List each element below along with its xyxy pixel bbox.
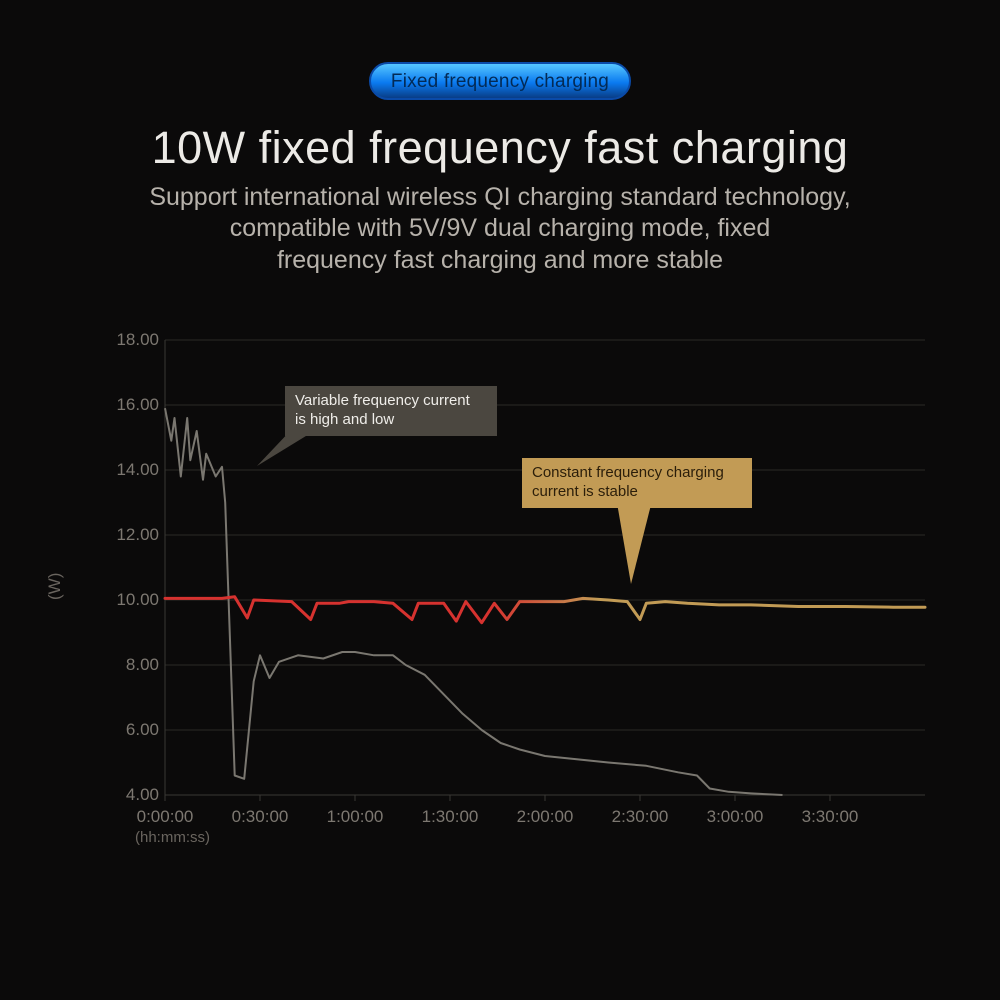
y-tick-label: 16.00 (99, 395, 159, 415)
x-tick-label: 2:30:00 (612, 807, 669, 827)
subtext-line: frequency fast charging and more stable (277, 246, 723, 274)
y-tick-label: 18.00 (99, 330, 159, 350)
y-axis-unit: (W) (45, 573, 65, 600)
y-tick-label: 6.00 (99, 720, 159, 740)
chart-svg (90, 330, 945, 815)
subtext: Support international wireless QI chargi… (0, 182, 1000, 276)
x-tick-label: 0:30:00 (232, 807, 289, 827)
x-tick-label: 0:00:00 (137, 807, 194, 827)
y-tick-label: 14.00 (99, 460, 159, 480)
y-tick-label: 12.00 (99, 525, 159, 545)
subtext-line: compatible with 5V/9V dual charging mode… (230, 214, 771, 242)
x-tick-label: 3:30:00 (802, 807, 859, 827)
callout-stable: Constant frequency charging current is s… (522, 458, 752, 508)
callout-line: is high and low (295, 411, 394, 428)
x-tick-label: 1:00:00 (327, 807, 384, 827)
y-tick-label: 8.00 (99, 655, 159, 675)
headline: 10W fixed frequency fast charging (0, 122, 1000, 174)
callout-line: Variable frequency current (295, 392, 470, 409)
callout-line: Constant frequency charging (532, 464, 724, 481)
x-tick-label: 1:30:00 (422, 807, 479, 827)
chart: (W) 4.006.008.0010.0012.0014.0016.0018.0… (90, 330, 940, 890)
x-tick-label: 3:00:00 (707, 807, 764, 827)
badge-pill: Fixed frequency charging (369, 62, 631, 100)
callout-variable: Variable frequency current is high and l… (285, 386, 497, 436)
callout-line: current is stable (532, 483, 638, 500)
y-tick-label: 10.00 (99, 590, 159, 610)
x-axis-unit: (hh:mm:ss) (135, 829, 210, 846)
x-tick-label: 2:00:00 (517, 807, 574, 827)
subtext-line: Support international wireless QI chargi… (149, 183, 850, 211)
y-tick-label: 4.00 (99, 785, 159, 805)
